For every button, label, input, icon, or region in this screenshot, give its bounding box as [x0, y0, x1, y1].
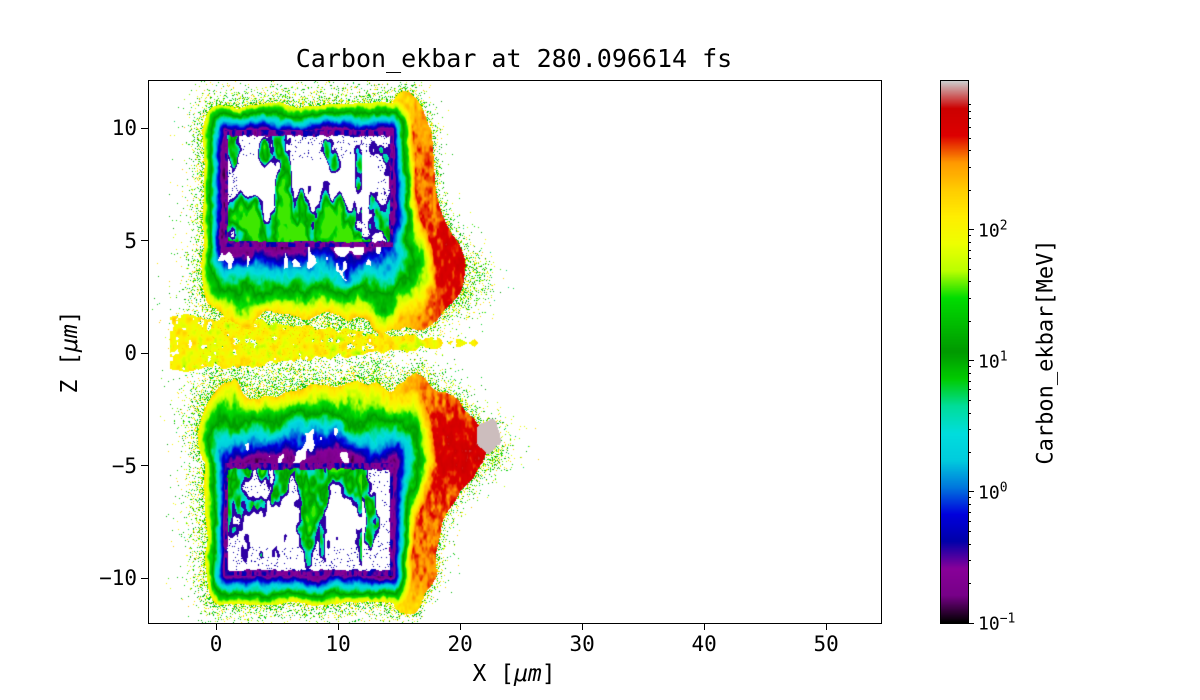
x-tick-label: 50 [813, 632, 839, 656]
colorbar-tick-exponent: 0 [999, 480, 1008, 496]
colorbar-minor-tick-mark [968, 104, 971, 106]
y-tick-label: 0 [124, 341, 137, 366]
colorbar-major-tick-mark [968, 229, 974, 231]
colorbar-minor-tick-mark [968, 235, 971, 237]
x-tick-mark [215, 623, 217, 630]
colorbar-tick-label: 100 [978, 480, 1008, 503]
colorbar-minor-tick-mark [968, 150, 971, 152]
heatmap-plot-area [148, 80, 882, 624]
colorbar-minor-tick-mark [968, 520, 971, 522]
colorbar-tick-base: 10 [978, 220, 1000, 242]
colorbar-major-tick-mark [968, 622, 974, 624]
x-tick-mark [703, 623, 705, 630]
colorbar-tick-exponent: 1 [999, 349, 1008, 365]
colorbar-minor-tick-mark [968, 380, 971, 382]
x-axis-mu-symbol: μm [513, 661, 542, 687]
colorbar-minor-tick-mark [968, 530, 971, 532]
y-axis-label-text: Z [ [57, 352, 83, 394]
colorbar-minor-tick-mark [968, 451, 971, 453]
x-tick-mark [581, 623, 583, 630]
y-tick-mark [141, 465, 148, 467]
y-tick-label: −10 [99, 566, 137, 591]
colorbar-tick-exponent: 2 [999, 218, 1008, 234]
y-tick-label: −5 [111, 453, 137, 478]
x-axis-label-text: ] [541, 661, 556, 687]
y-tick-mark [141, 240, 148, 242]
colorbar-minor-tick-mark [968, 373, 971, 375]
y-axis-label-text: ] [57, 310, 83, 325]
colorbar-minor-tick-mark [968, 189, 971, 191]
colorbar-minor-tick-mark [968, 389, 971, 391]
colorbar-minor-tick-mark [968, 249, 971, 251]
x-tick-label: 40 [691, 632, 717, 656]
colorbar-tick-base: 10 [978, 482, 1000, 504]
colorbar [940, 80, 969, 624]
colorbar-minor-tick-mark [968, 366, 971, 368]
y-tick-label: 5 [124, 228, 137, 253]
x-tick-mark [459, 623, 461, 630]
x-tick-label: 20 [447, 632, 473, 656]
x-tick-mark [825, 623, 827, 630]
colorbar-minor-tick-mark [968, 258, 971, 260]
colorbar-tick-base: 10 [978, 613, 1000, 635]
colorbar-minor-tick-mark [968, 118, 971, 120]
colorbar-minor-tick-mark [968, 110, 971, 112]
colorbar-major-tick-mark [968, 491, 974, 493]
y-tick-mark [141, 352, 148, 354]
y-tick-label: 10 [111, 116, 137, 141]
colorbar-minor-tick-mark [968, 504, 971, 506]
colorbar-minor-tick-mark [968, 583, 971, 585]
colorbar-minor-tick-mark [968, 137, 971, 139]
colorbar-tick-label: 102 [978, 218, 1008, 241]
colorbar-minor-tick-mark [968, 297, 971, 299]
x-tick-label: 30 [569, 632, 595, 656]
colorbar-minor-tick-mark [968, 281, 971, 283]
y-axis-mu-symbol: μm [57, 324, 83, 353]
colorbar-tick-label: 10−1 [978, 612, 1015, 635]
x-axis-label-text: X [ [472, 661, 514, 687]
colorbar-minor-tick-mark [968, 166, 971, 168]
x-tick-label: 0 [209, 632, 223, 656]
colorbar-minor-tick-mark [968, 241, 971, 243]
colorbar-label: Carbon_ekbar[MeV] [1033, 239, 1059, 465]
y-axis-label: Z [μm] [57, 310, 83, 393]
colorbar-minor-tick-mark [968, 399, 971, 401]
colorbar-minor-tick-mark [968, 511, 971, 513]
x-axis-label: X [μm] [148, 661, 880, 687]
colorbar-minor-tick-mark [968, 412, 971, 414]
colorbar-minor-tick-mark [968, 497, 971, 499]
colorbar-major-tick-mark [968, 360, 974, 362]
colorbar-minor-tick-mark [968, 268, 971, 270]
colorbar-minor-tick-mark [968, 320, 971, 322]
colorbar-minor-tick-mark [968, 559, 971, 561]
colorbar-minor-tick-mark [968, 127, 971, 129]
colorbar-minor-tick-mark [968, 543, 971, 545]
y-tick-mark [141, 577, 148, 579]
colorbar-tick-exponent: −1 [999, 611, 1016, 627]
x-tick-label: 10 [325, 632, 351, 656]
x-tick-mark [337, 623, 339, 630]
y-tick-mark [141, 127, 148, 129]
colorbar-tick-label: 101 [978, 349, 1008, 372]
colorbar-tick-base: 10 [978, 351, 1000, 373]
chart-title: Carbon_ekbar at 280.096614 fs [295, 44, 733, 73]
colorbar-minor-tick-mark [968, 428, 971, 430]
